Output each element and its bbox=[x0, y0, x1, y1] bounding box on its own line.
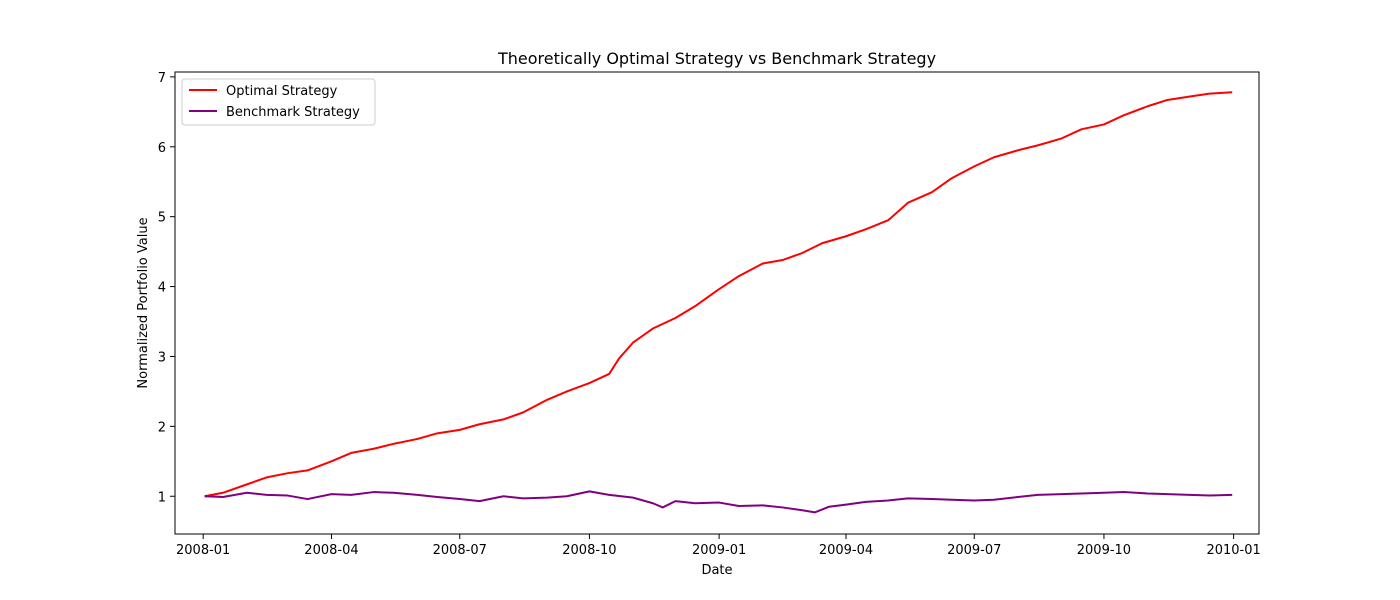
chart-title: Theoretically Optimal Strategy vs Benchm… bbox=[497, 49, 936, 68]
y-tick-label: 6 bbox=[158, 141, 166, 156]
x-tick-label: 2010-01 bbox=[1206, 543, 1260, 558]
x-tick-label: 2009-07 bbox=[947, 543, 1001, 558]
y-tick-label: 5 bbox=[158, 211, 166, 226]
x-tick-label: 2008-07 bbox=[433, 543, 487, 558]
x-tick-label: 2009-10 bbox=[1077, 543, 1131, 558]
x-tick-label: 2008-10 bbox=[562, 543, 616, 558]
x-axis-label: Date bbox=[701, 563, 732, 578]
legend-box bbox=[181, 78, 376, 126]
x-tick-label: 2009-04 bbox=[819, 543, 873, 558]
plot-frame bbox=[174, 71, 1260, 535]
legend-label-optimal: Optimal Strategy bbox=[226, 84, 338, 99]
y-tick-label: 7 bbox=[158, 71, 166, 86]
y-axis-label: Normalized Portfolio Value bbox=[136, 217, 151, 388]
plot-series bbox=[204, 91, 1233, 514]
legend-label-benchmark: Benchmark Strategy bbox=[226, 105, 360, 120]
series-line-benchmark bbox=[204, 490, 1233, 514]
x-tick-label: 2008-01 bbox=[176, 543, 230, 558]
y-axis: 1 2 3 4 5 6 7 bbox=[158, 71, 175, 505]
y-tick-label: 2 bbox=[158, 420, 166, 435]
y-tick-label: 1 bbox=[158, 490, 166, 505]
y-tick-label: 4 bbox=[158, 281, 166, 296]
x-axis: 2008-01 2008-04 2008-07 2008-10 2009-01 2009-… bbox=[176, 534, 1261, 558]
x-tick-label: 2008-04 bbox=[304, 543, 358, 558]
x-tick-label: 2009-01 bbox=[692, 543, 746, 558]
y-tick-label: 3 bbox=[158, 350, 166, 365]
series-line-optimal bbox=[204, 91, 1233, 498]
legend: Optimal Strategy Benchmark Strategy bbox=[181, 78, 376, 126]
